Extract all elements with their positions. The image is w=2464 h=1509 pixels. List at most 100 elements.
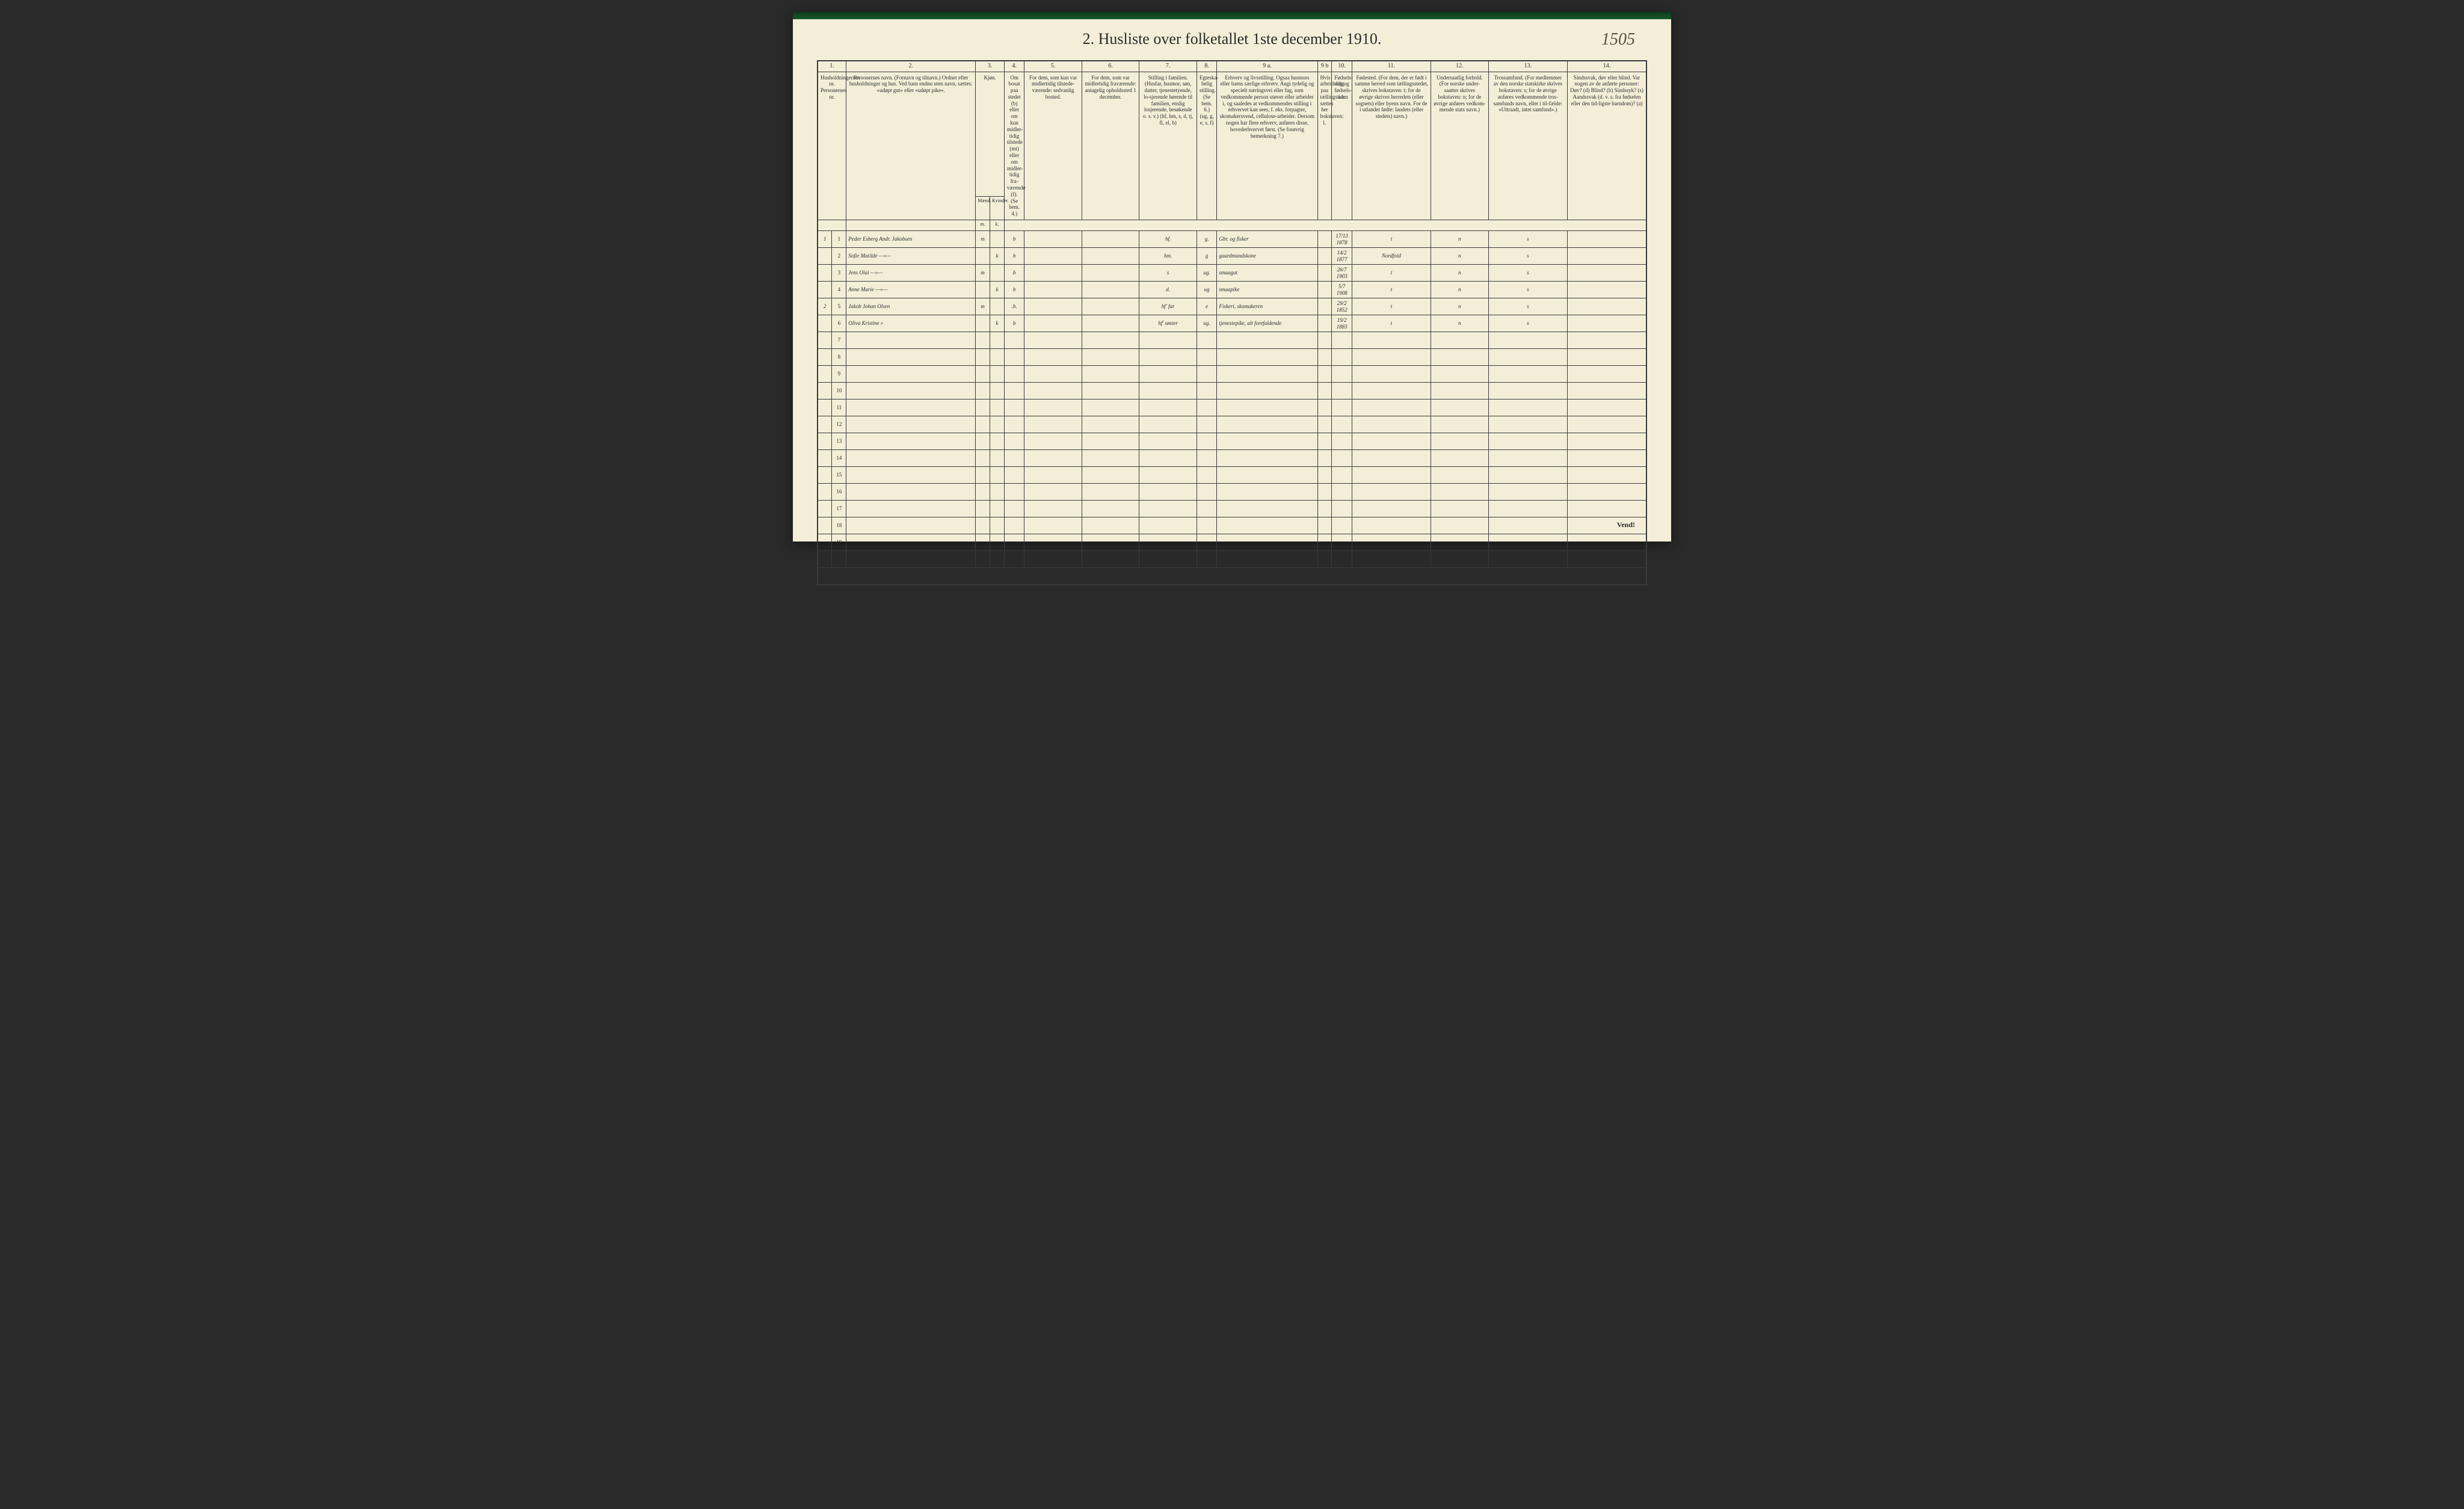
cell-c10: 17/13 1878 (1332, 231, 1352, 248)
cell-name: Jens Olai —»— (846, 265, 976, 282)
cell-c5 (1024, 298, 1082, 315)
cell-c5 (1024, 282, 1082, 298)
table-row-empty: 9 (818, 366, 1646, 383)
colnum-11: 11. (1352, 61, 1431, 72)
corner-annotation: 1505 (1601, 30, 1635, 49)
cell-c13: s (1488, 315, 1567, 332)
header-row: Husholdningernes nr. Personernes nr. Per… (818, 72, 1646, 196)
cell-c9: smaagut (1217, 265, 1317, 282)
cell-c11: t (1352, 265, 1431, 282)
cell-pn: 17 (832, 501, 846, 517)
cell-pn: 9 (832, 366, 846, 383)
colnum-7: 7. (1139, 61, 1197, 72)
cell-pn: 19 (832, 534, 846, 551)
cell-pn: 14 (832, 450, 846, 467)
cell-pn: 12 (832, 416, 846, 433)
cell-c10: 14/2 1877 (1332, 248, 1352, 265)
cell-m (976, 282, 990, 298)
cell-c9: smaapike (1217, 282, 1317, 298)
hdr-5: For dem, som kun var midlertidig tilsted… (1024, 72, 1082, 220)
cell-m: m (976, 231, 990, 248)
colnum-14: 14. (1568, 61, 1647, 72)
cell-k: k (990, 315, 1005, 332)
cell-c9b (1317, 231, 1332, 248)
cell-c11: t (1352, 282, 1431, 298)
hdr-8: Egteska-belig stilling. (Se bem. 6.) (ug… (1197, 72, 1216, 220)
cell-c12: n (1431, 231, 1489, 248)
cell-c5 (1024, 265, 1082, 282)
census-table: 1. 2. 3. 4. 5. 6. 7. 8. 9 a. 9 b 10. 11.… (817, 60, 1647, 585)
colnum-4: 4. (1004, 61, 1024, 72)
cell-pn: 18 (832, 517, 846, 534)
cell-c8: g (1197, 248, 1216, 265)
cell-c13: s (1488, 248, 1567, 265)
cell-c9: tjenestepike, alt forefaldende (1217, 315, 1317, 332)
hdr-9b: Hvis arbeidsulig paa tællingstiden sætte… (1317, 72, 1332, 220)
cell-c9b (1317, 315, 1332, 332)
cell-pn: 20 (832, 551, 846, 568)
cell-c14 (1568, 298, 1647, 315)
sub-k: k. (990, 220, 1005, 231)
colnum-3: 3. (976, 61, 1005, 72)
table-row-empty: 19 (818, 534, 1646, 551)
column-number-row: 1. 2. 3. 4. 5. 6. 7. 8. 9 a. 9 b 10. 11.… (818, 61, 1646, 72)
cell-c13: s (1488, 282, 1567, 298)
cell-c13: s (1488, 265, 1567, 282)
cell-c14 (1568, 315, 1647, 332)
table-row-empty: 18 (818, 517, 1646, 534)
hdr-13: Trossamfund. (For medlemmer av den norsk… (1488, 72, 1567, 220)
table-row: 2Sofie Matilde —»—kbhm.ggaardmandskone14… (818, 248, 1646, 265)
table-row-empty: 13 (818, 433, 1646, 450)
cell-c12: n (1431, 265, 1489, 282)
cell-c7: hf' far (1139, 298, 1197, 315)
colnum-5: 5. (1024, 61, 1082, 72)
cell-hh (818, 248, 832, 265)
hdr-3: Kjøn. (976, 72, 1005, 196)
cell-c11: Nordfold (1352, 248, 1431, 265)
cell-pn: 4 (832, 282, 846, 298)
cell-c10: 5/7 1908 (1332, 282, 1352, 298)
page-number: 2 (817, 590, 1647, 597)
cell-c6 (1082, 282, 1139, 298)
hdr-2: Personernes navn. (Fornavn og tilnavn.) … (846, 72, 976, 220)
cell-c5 (1024, 231, 1082, 248)
hdr-mand: Mænd. (976, 196, 990, 220)
cell-b: b (1004, 315, 1024, 332)
hdr-12: Undersaatlig forhold. (For norske under-… (1431, 72, 1489, 220)
cell-hh (818, 282, 832, 298)
sub-m: m. (976, 220, 990, 231)
table-row: 3Jens Olai —»—mbsug.smaagut26/7 1903tns (818, 265, 1646, 282)
cell-pn: 11 (832, 400, 846, 416)
cell-c6 (1082, 298, 1139, 315)
cell-c9b (1317, 282, 1332, 298)
colnum-9a: 9 a. (1217, 61, 1317, 72)
table-row-empty: 17 (818, 501, 1646, 517)
cell-c8: ug. (1197, 265, 1216, 282)
colnum-10: 10. (1332, 61, 1352, 72)
cell-c14 (1568, 248, 1647, 265)
cell-c7: s (1139, 265, 1197, 282)
cell-k (990, 231, 1005, 248)
cell-pn: 5 (832, 298, 846, 315)
colnum-1: 1. (818, 61, 846, 72)
cell-c14 (1568, 282, 1647, 298)
table-row-empty: 7 (818, 332, 1646, 349)
cell-c7: hf. (1139, 231, 1197, 248)
colnum-12: 12. (1431, 61, 1489, 72)
page-title: 2. Husliste over folketallet 1ste decemb… (817, 30, 1647, 48)
cell-c8: ug. (1197, 315, 1216, 332)
cell-c6 (1082, 248, 1139, 265)
table-body: 11Peder Esberg Andr. Jakobsenmbhf.g.Gbr.… (818, 231, 1646, 585)
cell-c11: t (1352, 231, 1431, 248)
cell-k: k (990, 248, 1005, 265)
cell-c9b (1317, 265, 1332, 282)
cell-c7: hm. (1139, 248, 1197, 265)
cell-m: m (976, 265, 990, 282)
cell-name: Peder Esberg Andr. Jakobsen (846, 231, 976, 248)
tally: 3-3 (976, 568, 1005, 585)
cell-pn: 13 (832, 433, 846, 450)
hdr-6: For dem, som var midlertidig fraværende:… (1082, 72, 1139, 220)
cell-pn: 1 (832, 231, 846, 248)
cell-hh: 2 (818, 298, 832, 315)
table-row-empty: 10 (818, 383, 1646, 400)
